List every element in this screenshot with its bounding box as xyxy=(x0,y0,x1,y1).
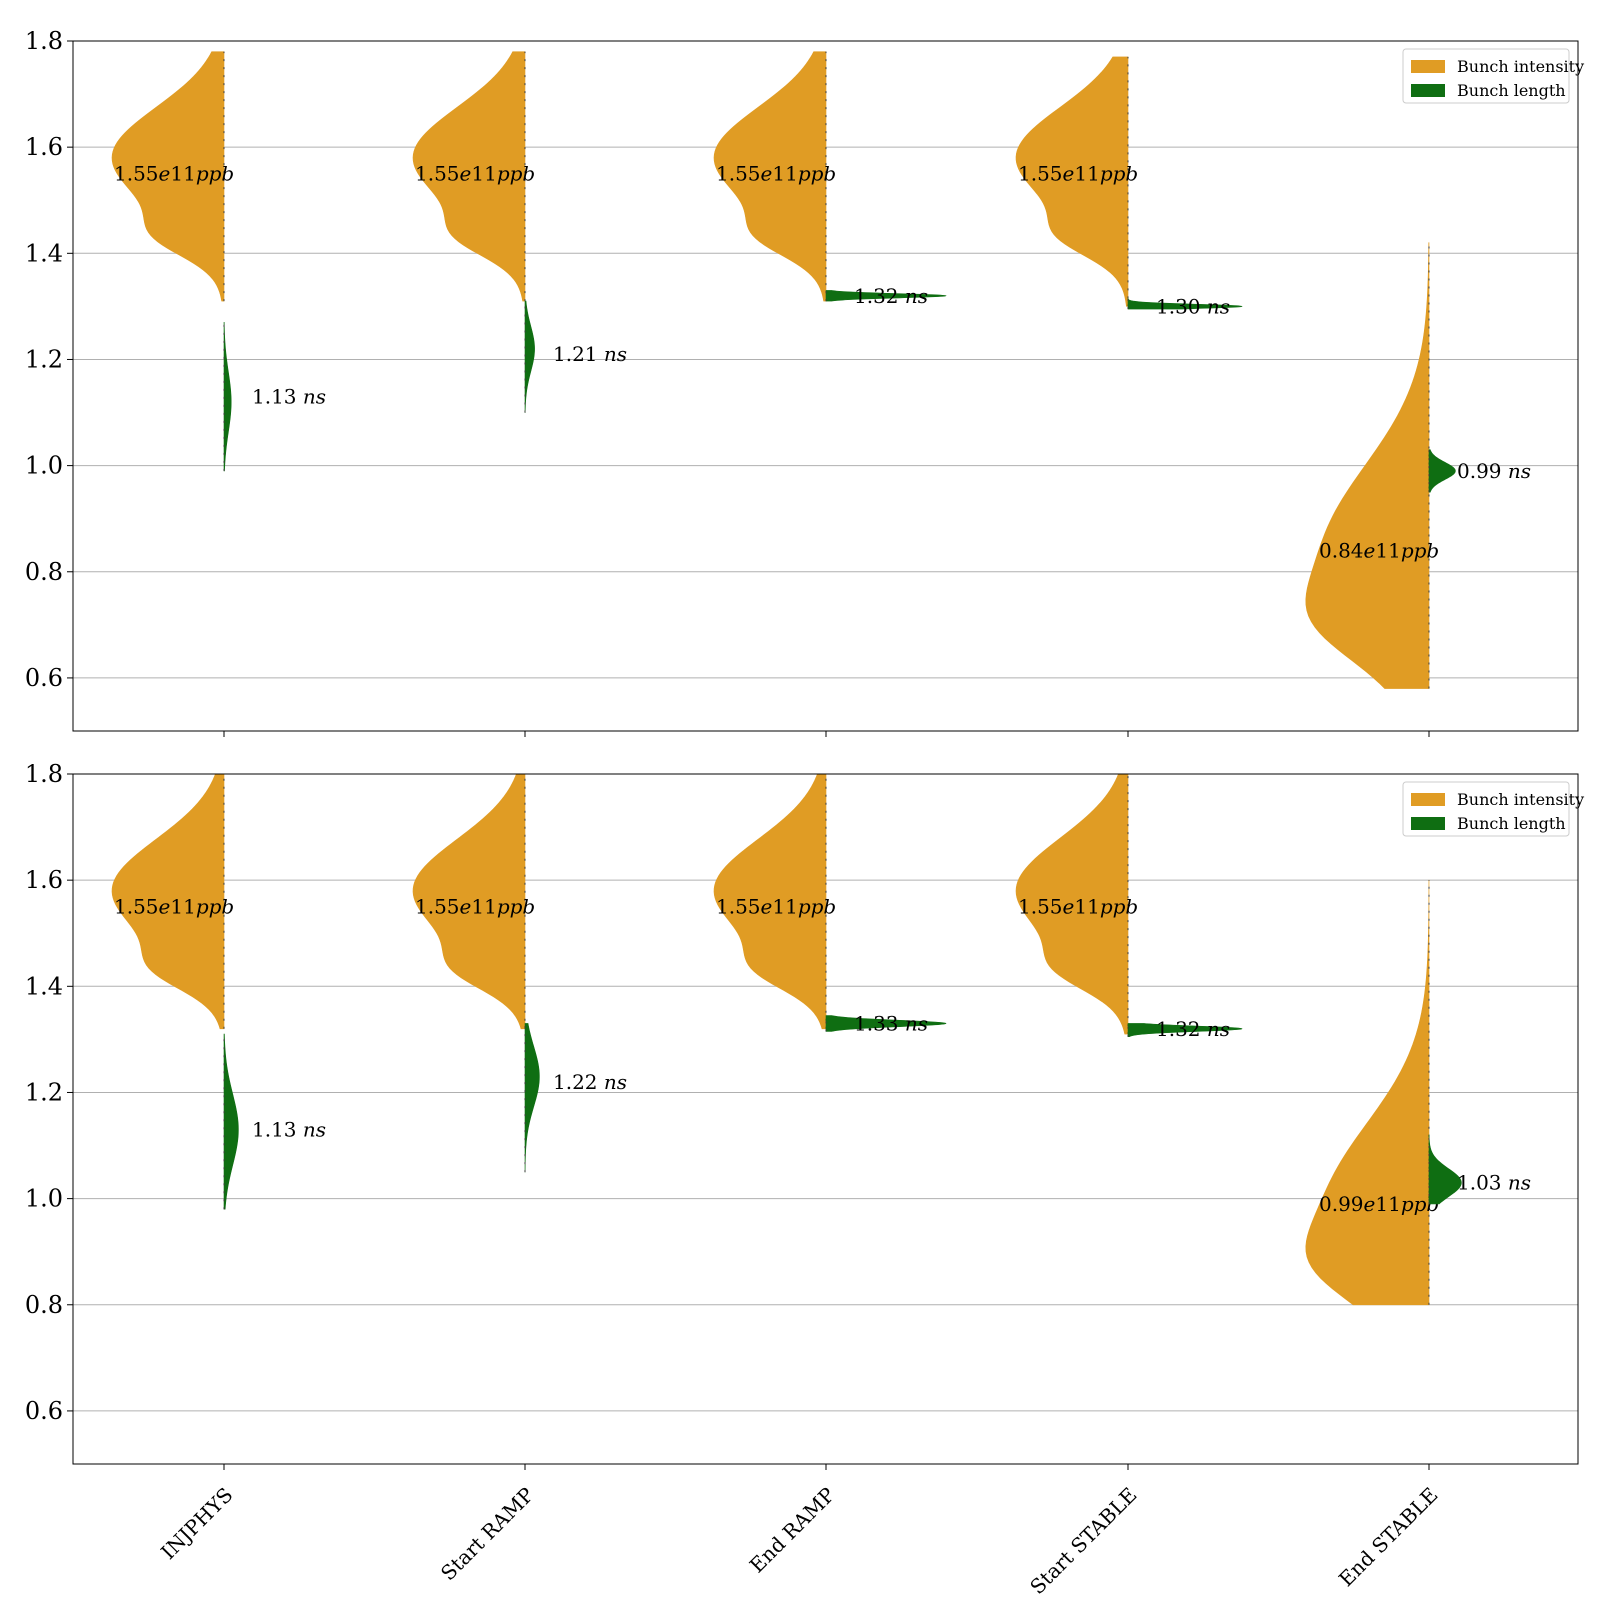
length-violin-2 xyxy=(825,1015,947,1032)
intensity-violin-3 xyxy=(1015,773,1129,1035)
y-tick-label: 0.8 xyxy=(25,558,63,586)
intensity-annotation-2: 1.55e11ppb xyxy=(716,895,836,919)
length-violin-1 xyxy=(524,1023,540,1173)
x-category-label: Start RAMP xyxy=(436,1483,539,1586)
legend-label: Bunch intensity xyxy=(1457,790,1584,809)
intensity-annotation-0: 1.55e11ppb xyxy=(114,895,234,919)
y-tick-label: 1.8 xyxy=(25,760,63,788)
legend-label: Bunch intensity xyxy=(1457,57,1584,76)
y-tick-label: 1.4 xyxy=(25,972,63,1000)
length-violin-0 xyxy=(223,1033,239,1210)
intensity-violin-3 xyxy=(1015,56,1129,307)
length-annotation-0: 1.13 ns xyxy=(252,1118,326,1142)
x-category-label: End RAMP xyxy=(745,1483,840,1578)
legend: Bunch intensity Bunch length xyxy=(1402,48,1584,104)
legend-swatch xyxy=(1411,793,1445,806)
length-annotation-3: 1.30 ns xyxy=(1156,294,1230,318)
intensity-annotation-4: 0.84e11ppb xyxy=(1319,539,1439,563)
y-tick-label: 1.6 xyxy=(25,133,63,161)
intensity-violin-2 xyxy=(713,51,827,302)
length-violin-3 xyxy=(1127,298,1243,310)
y-tick-label: 1.0 xyxy=(25,452,63,480)
x-category-label: Start STABLE xyxy=(1025,1483,1141,1599)
plot-frame xyxy=(72,773,1579,1465)
length-annotation-2: 1.33 ns xyxy=(854,1011,928,1035)
length-violin-4 xyxy=(1428,1134,1462,1205)
intensity-annotation-1: 1.55e11ppb xyxy=(415,895,535,919)
y-tick-label: 1.2 xyxy=(25,1078,63,1106)
length-annotation-3: 1.32 ns xyxy=(1156,1017,1230,1041)
y-tick-label: 1.2 xyxy=(25,345,63,373)
legend-swatch xyxy=(1411,817,1445,830)
legend: Bunch intensity Bunch length xyxy=(1402,781,1584,837)
intensity-annotation-4: 0.99e11ppb xyxy=(1319,1192,1439,1216)
y-tick-label: 0.6 xyxy=(25,664,63,692)
length-violin-2 xyxy=(825,290,947,302)
length-annotation-0: 1.13 ns xyxy=(252,385,326,409)
length-violin-3 xyxy=(1127,1023,1243,1038)
y-tick-label: 1.4 xyxy=(25,239,63,267)
y-tick-label: 1.8 xyxy=(25,27,63,55)
intensity-annotation-0: 1.55e11ppb xyxy=(114,162,234,186)
intensity-annotation-3: 1.55e11ppb xyxy=(1018,895,1138,919)
intensity-violin-4 xyxy=(1305,242,1430,689)
intensity-annotation-2: 1.55e11ppb xyxy=(716,162,836,186)
length-annotation-1: 1.22 ns xyxy=(553,1070,627,1094)
length-violin-0 xyxy=(223,322,232,472)
panel-top: 0.6 0.8 1.0 1.2 1.4 1.6 1.8 1.55e11ppb 1.55e11pp… xyxy=(25,27,1584,737)
length-annotation-1: 1.21 ns xyxy=(553,342,627,366)
length-annotation-4: 1.03 ns xyxy=(1457,1171,1531,1195)
intensity-violin-1 xyxy=(412,773,526,1030)
intensity-annotation-1: 1.55e11ppb xyxy=(415,162,535,186)
y-tick-label: 1.0 xyxy=(25,1185,63,1213)
legend-swatch xyxy=(1411,60,1445,73)
legend-label: Bunch length xyxy=(1457,814,1566,833)
panel-bottom: 0.6 0.8 1.0 1.2 1.4 1.6 1.8 1.55e11ppb 1.55e11pp… xyxy=(25,760,1584,1599)
length-violin-4 xyxy=(1428,449,1456,493)
intensity-violin-0 xyxy=(111,773,225,1030)
intensity-violin-2 xyxy=(713,773,827,1030)
intensity-violin-4 xyxy=(1305,879,1430,1306)
y-tick-label: 0.6 xyxy=(25,1397,63,1425)
x-category-label: End STABLE xyxy=(1334,1483,1443,1592)
intensity-annotation-3: 1.55e11ppb xyxy=(1018,162,1138,186)
intensity-violin-1 xyxy=(412,51,526,302)
length-annotation-2: 1.32 ns xyxy=(854,284,928,308)
legend-label: Bunch length xyxy=(1457,81,1566,100)
plot-frame xyxy=(72,40,1579,732)
length-violin-1 xyxy=(524,300,535,413)
intensity-violin-0 xyxy=(111,51,225,302)
legend-swatch xyxy=(1411,84,1445,97)
x-category-label: INJPHYS xyxy=(156,1483,237,1564)
length-annotation-4: 0.99 ns xyxy=(1457,459,1531,483)
y-tick-label: 1.6 xyxy=(25,866,63,894)
y-tick-label: 0.8 xyxy=(25,1291,63,1319)
